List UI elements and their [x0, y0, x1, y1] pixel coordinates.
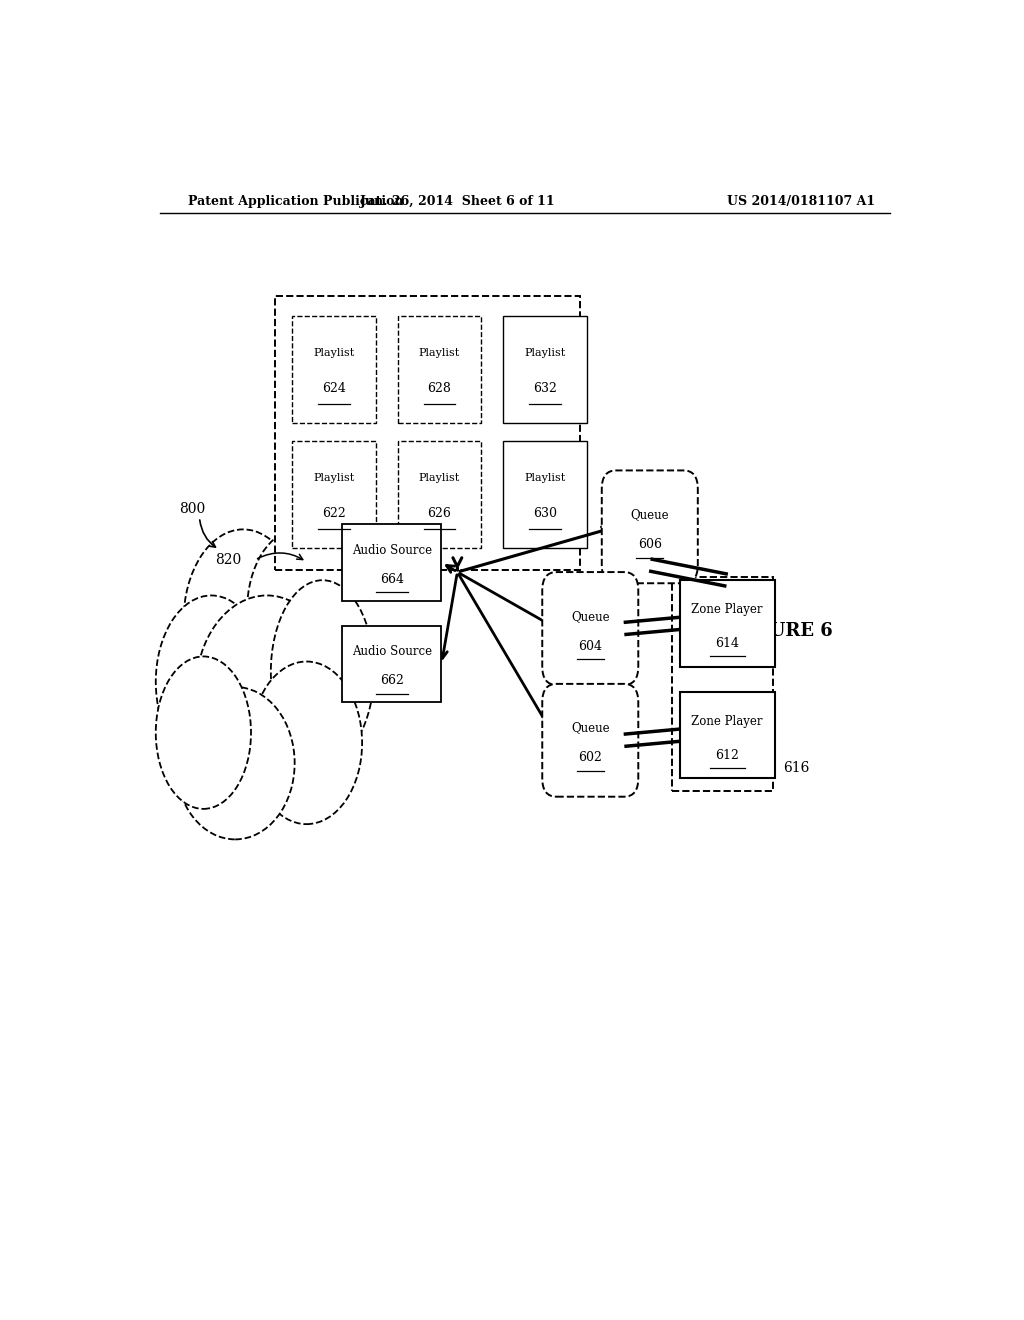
- FancyBboxPatch shape: [504, 441, 587, 548]
- FancyBboxPatch shape: [602, 470, 697, 583]
- Text: 614: 614: [715, 636, 739, 649]
- FancyBboxPatch shape: [342, 626, 441, 702]
- Ellipse shape: [156, 595, 267, 768]
- Text: Playlist: Playlist: [419, 348, 460, 358]
- Ellipse shape: [270, 581, 374, 763]
- Text: 606: 606: [638, 537, 662, 550]
- FancyBboxPatch shape: [292, 441, 376, 548]
- FancyBboxPatch shape: [680, 581, 775, 667]
- Text: Queue: Queue: [571, 722, 609, 735]
- FancyBboxPatch shape: [342, 524, 441, 601]
- FancyBboxPatch shape: [543, 684, 638, 797]
- Text: 630: 630: [534, 507, 557, 520]
- Text: 624: 624: [322, 381, 346, 395]
- Ellipse shape: [247, 529, 350, 692]
- Text: Queue: Queue: [571, 610, 609, 623]
- Text: 626: 626: [428, 507, 452, 520]
- Text: Patent Application Publication: Patent Application Publication: [187, 194, 403, 207]
- FancyBboxPatch shape: [680, 692, 775, 779]
- Text: 662: 662: [380, 675, 403, 688]
- Text: Playlist: Playlist: [313, 474, 354, 483]
- Text: Playlist: Playlist: [524, 348, 565, 358]
- Ellipse shape: [176, 686, 295, 840]
- Text: 612: 612: [715, 748, 739, 762]
- Text: 628: 628: [428, 381, 452, 395]
- Text: Playlist: Playlist: [313, 348, 354, 358]
- Text: FIGURE 6: FIGURE 6: [733, 622, 833, 640]
- Ellipse shape: [196, 595, 338, 788]
- Text: Jun. 26, 2014  Sheet 6 of 11: Jun. 26, 2014 Sheet 6 of 11: [359, 194, 555, 207]
- Text: US 2014/0181107 A1: US 2014/0181107 A1: [727, 194, 876, 207]
- Text: 632: 632: [534, 381, 557, 395]
- FancyBboxPatch shape: [397, 441, 481, 548]
- Text: 820: 820: [215, 553, 242, 566]
- Text: 622: 622: [323, 507, 346, 520]
- Text: Playlist: Playlist: [419, 474, 460, 483]
- Text: 602: 602: [579, 751, 602, 764]
- Text: Audio Source: Audio Source: [352, 645, 432, 659]
- Ellipse shape: [251, 661, 362, 824]
- FancyBboxPatch shape: [504, 315, 587, 422]
- Text: Audio Source: Audio Source: [352, 544, 432, 557]
- Ellipse shape: [156, 656, 251, 809]
- Text: Zone Player: Zone Player: [691, 715, 763, 727]
- FancyBboxPatch shape: [543, 572, 638, 685]
- Text: Playlist: Playlist: [524, 474, 565, 483]
- Text: 800: 800: [179, 502, 206, 516]
- Text: Zone Player: Zone Player: [691, 603, 763, 616]
- FancyBboxPatch shape: [397, 315, 481, 422]
- Ellipse shape: [183, 529, 303, 713]
- Text: Queue: Queue: [631, 508, 669, 521]
- Text: 616: 616: [782, 762, 809, 775]
- FancyBboxPatch shape: [274, 296, 581, 570]
- Text: 604: 604: [579, 639, 602, 652]
- Text: 664: 664: [380, 573, 403, 586]
- FancyBboxPatch shape: [292, 315, 376, 422]
